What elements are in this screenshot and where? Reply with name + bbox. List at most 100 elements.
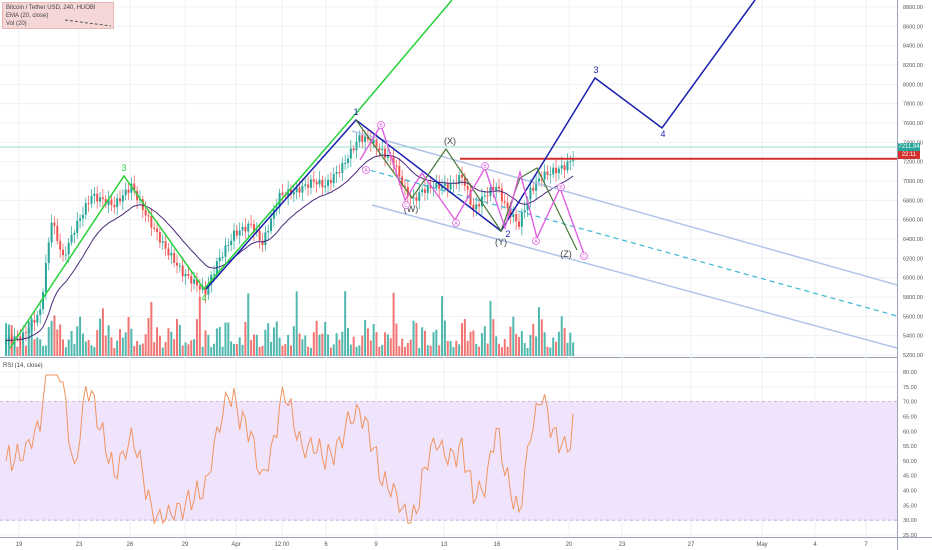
subwave-marker	[362, 166, 370, 174]
candle-body	[56, 225, 59, 241]
candle-body	[549, 174, 552, 176]
candle-body	[190, 276, 193, 284]
volume-bar	[290, 345, 292, 356]
volume-bar	[278, 337, 281, 356]
volume-bar	[287, 334, 290, 356]
candle-body	[264, 232, 267, 246]
price-tick-label: 7000.00	[903, 179, 923, 185]
volume-bar	[198, 296, 201, 356]
candle-body	[130, 183, 133, 193]
volume-bar	[318, 334, 321, 356]
candle-body	[537, 178, 540, 182]
candle-body	[478, 204, 481, 207]
wave-overlays: 1 2 3 4 3 4 (W) (X) (Y) (Z) A B C A B A B C	[0, 0, 898, 349]
candle-body	[213, 274, 216, 276]
candle-body	[335, 172, 338, 175]
volume-bar	[349, 344, 352, 356]
candle-body	[332, 174, 335, 184]
volume-bar	[372, 323, 375, 356]
candle-body	[307, 184, 310, 188]
rsi-tick-label: 55.00	[903, 444, 917, 450]
rsi-tick-label: 70.00	[903, 400, 917, 406]
volume-bar	[147, 317, 150, 356]
time-tick-label: 19	[16, 542, 23, 548]
candle-body	[304, 184, 307, 186]
candle-body	[235, 230, 238, 236]
volume-bar	[87, 340, 90, 356]
candle-body	[503, 201, 506, 203]
rsi-label: RSI (14, close)	[3, 363, 43, 369]
candle-body	[327, 179, 330, 186]
candle-body	[483, 195, 486, 197]
volume-bar	[292, 326, 295, 356]
volume-bar	[81, 333, 84, 356]
time-tick-label: 26	[127, 542, 134, 548]
candle-body	[540, 178, 543, 180]
volume-bar	[130, 328, 133, 356]
candle-body	[315, 181, 318, 185]
price-tick-label: 6800.00	[903, 198, 923, 204]
candle-body	[386, 155, 389, 158]
volume-bar	[535, 336, 538, 356]
candle-body	[158, 232, 161, 243]
volume-bar	[500, 347, 503, 356]
volume-bar	[386, 334, 389, 356]
candle-body	[361, 135, 364, 142]
channel-upper	[351, 130, 898, 286]
candle-body	[349, 148, 352, 159]
volume-bar	[395, 323, 398, 356]
price-tick-label: 6400.00	[903, 237, 923, 243]
volume-bar	[478, 346, 481, 356]
rsi-tick-label: 80.00	[903, 370, 917, 376]
volume-bar	[532, 323, 535, 356]
volume-bar	[267, 323, 270, 356]
subwave-marker	[557, 183, 565, 191]
candle-body	[458, 175, 461, 185]
candle-body	[107, 199, 110, 205]
volume-bar	[347, 327, 349, 356]
legend: Bitcoin / Tether USD, 240, HUOBI EMA (20…	[2, 2, 114, 29]
candle-body	[247, 223, 250, 232]
axes: 5200.00 5400.00 5600.00 5800.00 6000.00 6200.…	[16, 5, 923, 548]
candle-body	[552, 167, 555, 175]
time-tick-label: 23	[76, 542, 83, 548]
volume-bar	[480, 333, 483, 356]
volume-bar	[170, 331, 173, 356]
candle-body	[30, 320, 33, 330]
volume-bar	[161, 347, 164, 356]
candle-body	[466, 186, 469, 190]
rsi-tick-label: 30.00	[903, 518, 917, 524]
subwave-marker	[402, 201, 410, 209]
candle-body	[446, 183, 449, 190]
volume-bar	[483, 326, 486, 356]
wave-label: 3	[121, 163, 126, 173]
candle-body	[96, 193, 99, 202]
volume-bar	[190, 340, 193, 356]
time-tick-label: 7	[864, 542, 868, 548]
volume-bar	[93, 347, 96, 356]
candle-body	[557, 168, 560, 174]
candle-body	[523, 210, 526, 213]
subwave-marker	[532, 237, 540, 245]
volume-bar	[136, 341, 139, 356]
candle-body	[127, 189, 130, 193]
candle-body	[535, 181, 538, 191]
candle-body	[167, 248, 170, 256]
legend-dash-icon	[65, 19, 111, 27]
candle-body	[230, 240, 233, 246]
volume-bar	[70, 330, 73, 356]
candle-body	[207, 285, 210, 295]
time-tick-label: 13	[441, 542, 448, 548]
candle-body	[392, 157, 395, 166]
volume-bar	[486, 343, 489, 356]
volume-bar	[552, 337, 555, 356]
legend-vol: Vol (20)	[6, 21, 27, 27]
candle-body	[178, 265, 181, 267]
volume-bar	[53, 315, 56, 356]
volume-bar	[366, 328, 369, 356]
price-tick-label: 6200.00	[903, 256, 923, 262]
wave-label: 4	[660, 129, 665, 139]
volume-bar	[329, 347, 332, 356]
channel-mid	[361, 167, 898, 317]
